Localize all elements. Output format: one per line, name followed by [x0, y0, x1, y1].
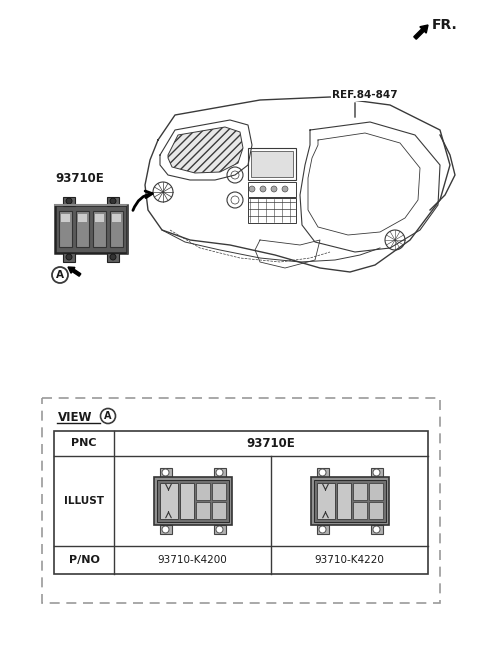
- Circle shape: [110, 198, 116, 204]
- Circle shape: [373, 469, 380, 476]
- Circle shape: [373, 526, 380, 533]
- Bar: [369, 502, 383, 519]
- Bar: [54, 431, 428, 574]
- FancyArrow shape: [68, 267, 81, 276]
- Text: VIEW: VIEW: [58, 411, 93, 424]
- Bar: [195, 502, 209, 519]
- Bar: [63, 197, 75, 206]
- Bar: [63, 253, 75, 262]
- Circle shape: [162, 526, 169, 533]
- Text: A: A: [56, 270, 64, 280]
- FancyBboxPatch shape: [371, 468, 383, 477]
- FancyBboxPatch shape: [214, 468, 226, 477]
- Bar: [212, 502, 226, 519]
- Circle shape: [216, 526, 223, 533]
- Bar: [248, 182, 296, 197]
- Bar: [159, 483, 178, 519]
- Bar: [311, 477, 388, 525]
- Bar: [251, 151, 293, 177]
- FancyArrow shape: [414, 25, 428, 39]
- Bar: [78, 214, 87, 222]
- Circle shape: [271, 186, 277, 192]
- Text: ILLUST: ILLUST: [64, 496, 104, 506]
- Bar: [180, 483, 193, 519]
- Bar: [212, 483, 226, 500]
- Bar: [352, 483, 367, 500]
- Circle shape: [110, 254, 116, 260]
- FancyBboxPatch shape: [159, 525, 171, 534]
- Bar: [76, 211, 89, 247]
- Bar: [59, 211, 72, 247]
- Circle shape: [162, 469, 169, 476]
- Bar: [107, 253, 119, 262]
- Bar: [95, 214, 104, 222]
- Text: 93710E: 93710E: [55, 172, 104, 185]
- Bar: [195, 483, 209, 500]
- Circle shape: [260, 186, 266, 192]
- Bar: [369, 483, 383, 500]
- Bar: [110, 211, 123, 247]
- Text: 93710-K4220: 93710-K4220: [314, 555, 384, 565]
- Circle shape: [249, 186, 255, 192]
- Circle shape: [66, 254, 72, 260]
- Circle shape: [66, 198, 72, 204]
- Text: REF.84-847: REF.84-847: [332, 90, 397, 100]
- Bar: [316, 483, 335, 519]
- Bar: [248, 148, 296, 180]
- Circle shape: [319, 526, 326, 533]
- Bar: [112, 214, 121, 222]
- Text: PNC: PNC: [71, 438, 97, 449]
- Text: 93710-K4200: 93710-K4200: [157, 555, 228, 565]
- FancyBboxPatch shape: [55, 205, 127, 253]
- FancyBboxPatch shape: [316, 468, 328, 477]
- Circle shape: [319, 469, 326, 476]
- Text: A: A: [104, 411, 112, 421]
- Bar: [336, 483, 350, 519]
- Bar: [156, 480, 228, 522]
- Bar: [248, 198, 296, 223]
- Bar: [107, 197, 119, 206]
- Bar: [154, 477, 231, 525]
- Text: P/NO: P/NO: [69, 555, 99, 565]
- Circle shape: [216, 469, 223, 476]
- Bar: [42, 398, 440, 603]
- Bar: [61, 214, 70, 222]
- Bar: [352, 502, 367, 519]
- FancyBboxPatch shape: [371, 525, 383, 534]
- FancyBboxPatch shape: [214, 525, 226, 534]
- FancyBboxPatch shape: [159, 468, 171, 477]
- Text: FR.: FR.: [432, 18, 458, 32]
- Bar: [313, 480, 385, 522]
- FancyBboxPatch shape: [316, 525, 328, 534]
- Polygon shape: [168, 127, 243, 173]
- Text: 93710E: 93710E: [247, 437, 295, 450]
- Circle shape: [282, 186, 288, 192]
- Bar: [93, 211, 106, 247]
